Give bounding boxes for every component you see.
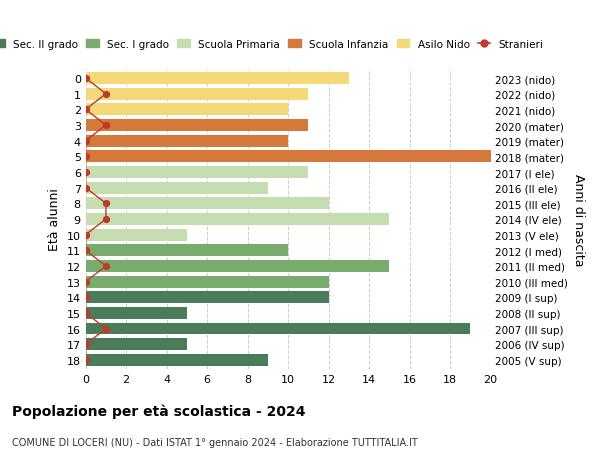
Point [81,278,91,285]
Bar [86,182,268,194]
Text: Popolazione per età scolastica - 2024: Popolazione per età scolastica - 2024 [12,404,305,419]
Point [101,325,111,333]
Point [81,357,91,364]
Bar [86,89,308,101]
Bar [86,151,491,163]
Point [81,185,91,192]
Y-axis label: Età alunni: Età alunni [48,188,61,251]
Bar [86,213,389,225]
Bar [86,135,288,147]
Point [101,200,111,207]
Bar [86,339,187,350]
Point [81,310,91,317]
Text: COMUNE DI LOCERI (NU) - Dati ISTAT 1° gennaio 2024 - Elaborazione TUTTITALIA.IT: COMUNE DI LOCERI (NU) - Dati ISTAT 1° ge… [12,437,418,447]
Bar [86,120,308,132]
Bar [86,323,470,335]
Point [101,216,111,223]
Bar [86,292,329,303]
Y-axis label: Anni di nascita: Anni di nascita [572,174,585,266]
Point [81,106,91,114]
Bar [86,276,329,288]
Legend: Sec. II grado, Sec. I grado, Scuola Primaria, Scuola Infanzia, Asilo Nido, Stran: Sec. II grado, Sec. I grado, Scuola Prim… [0,36,548,54]
Point [101,122,111,129]
Bar [86,198,329,210]
Bar [86,104,288,116]
Point [81,75,91,83]
Point [101,263,111,270]
Point [81,138,91,145]
Bar [86,167,308,179]
Point [81,294,91,301]
Point [81,341,91,348]
Bar [86,354,268,366]
Bar [86,308,187,319]
Bar [86,73,349,85]
Bar [86,230,187,241]
Point [81,231,91,239]
Point [81,153,91,161]
Bar [86,245,288,257]
Bar [86,261,389,272]
Point [81,169,91,176]
Point [101,91,111,98]
Point [81,247,91,254]
